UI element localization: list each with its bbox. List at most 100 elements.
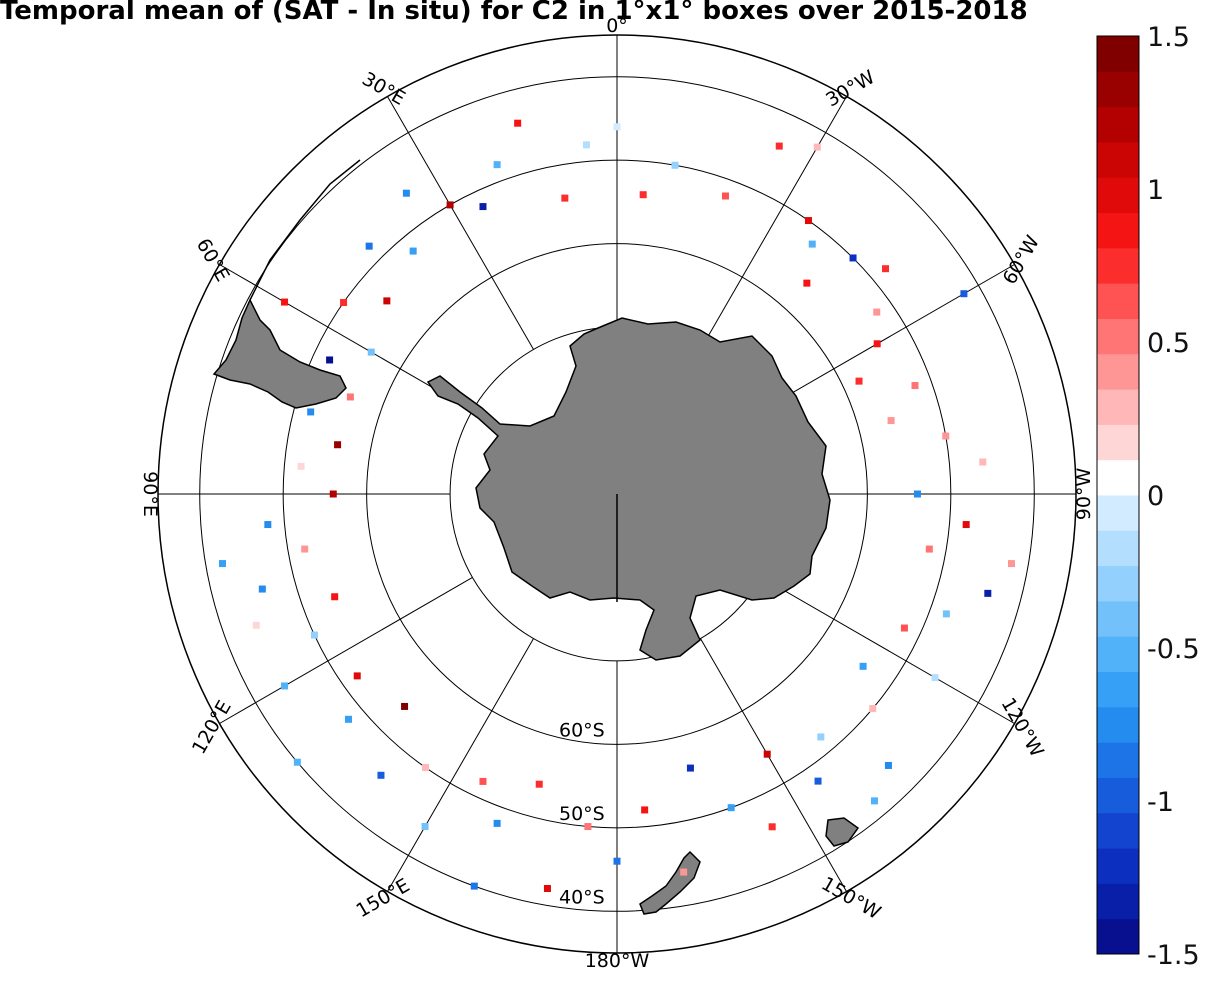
data-cell [377,771,385,779]
data-cell [803,279,811,287]
colorbar-tick-label: 1 [1147,175,1164,206]
data-cell [561,194,569,202]
south-america-landmass [212,298,347,409]
colorbar-swatch [1097,883,1139,920]
chart-title: Temporal mean of (SAT - In situ) for C2 … [0,0,1028,26]
data-cell [293,758,301,766]
colorbar-swatch [1097,212,1139,249]
meridian-line [387,638,534,892]
data-cell [671,161,679,169]
meridian-line [387,96,534,350]
data-cell [849,254,857,262]
data-cell [979,458,987,466]
data-cell [727,804,735,812]
colorbar-swatch [1097,177,1139,214]
latitude-label: 50°S [559,803,605,825]
data-cell [870,797,878,805]
data-cell [582,141,590,149]
colorbar-tick-label: -1 [1147,787,1174,818]
meridian-line [700,96,847,350]
data-cell [775,142,783,150]
colorbar-swatch [1097,636,1139,673]
colorbar-frame [1096,35,1140,955]
data-cell [401,702,409,710]
colorbar-swatch [1097,565,1139,602]
data-cell [768,823,776,831]
colorbar-tick-label: -1.5 [1147,940,1200,971]
data-cell [913,490,921,498]
data-cell [258,585,266,593]
data-cell [942,610,950,618]
data-cell [813,143,821,151]
data-cell [252,621,260,629]
data-cell [479,777,487,785]
data-cell [353,672,361,680]
longitude-label: 180°W [585,950,650,972]
data-cell [686,764,694,772]
colorbar-swatch [1097,918,1139,955]
data-cell [367,348,375,356]
data-cell [1007,560,1015,568]
colorbar-swatch [1097,71,1139,108]
data-cell [873,340,881,348]
colorbar-swatch [1097,495,1139,531]
tasmania-landmass [825,817,860,847]
data-cell [307,408,315,416]
colorbar-swatch [1097,671,1139,708]
data-cells [219,119,1015,892]
data-cell [911,382,919,390]
colorbar: 1.5 1 0.5 0 -0.5 -1 -1.5 [1096,22,1200,971]
data-cell [960,290,968,298]
data-cell [613,123,621,131]
colorbar-swatch [1097,389,1139,425]
data-cell [326,356,334,364]
data-cell [925,545,933,553]
data-cell [817,733,825,741]
data-cell [900,624,908,632]
data-cell [942,432,950,440]
data-cell [479,203,487,211]
longitude-label: 90°E [139,471,161,517]
colorbar-swatch [1097,459,1139,496]
data-cell [639,191,647,199]
data-cell [962,521,970,529]
colorbar-swatch [1097,424,1139,461]
colorbar-tick-label: 0.5 [1147,328,1190,359]
colorbar-tick-label: 0 [1147,481,1164,512]
south-america-coast-outline [249,159,361,301]
colorbar-tick-label: 1.5 [1147,22,1190,53]
data-cell [340,299,348,307]
colorbar-swatch [1097,742,1139,778]
data-cell [422,763,430,771]
data-cell [281,682,289,690]
data-cell [493,819,501,827]
colorbar-swatch [1097,353,1139,390]
data-cell [383,297,391,305]
data-cell [721,192,729,200]
data-cell [331,593,339,601]
new-zealand-landmass [639,850,701,915]
data-cell [421,822,429,830]
data-cell [543,884,551,892]
data-cell [873,308,881,316]
data-cell [329,490,337,498]
data-cell [584,823,592,831]
data-cell [804,217,812,225]
data-cell [310,631,318,639]
antarctica-landmass [426,317,831,661]
colorbar-swatch [1097,141,1139,178]
colorbar-swatch [1097,106,1139,143]
data-cell [514,119,522,127]
latitude-label: 40°S [559,886,605,908]
data-cell [264,521,272,529]
colorbar-swatch [1097,36,1139,72]
data-cell [219,560,227,568]
longitude-label: 0° [606,15,628,37]
data-cell [365,242,373,250]
colorbar-swatch [1097,530,1139,567]
colorbar-swatch [1097,706,1139,743]
data-cell [869,705,877,713]
colorbar-swatch [1097,600,1139,637]
data-cell [297,462,305,470]
